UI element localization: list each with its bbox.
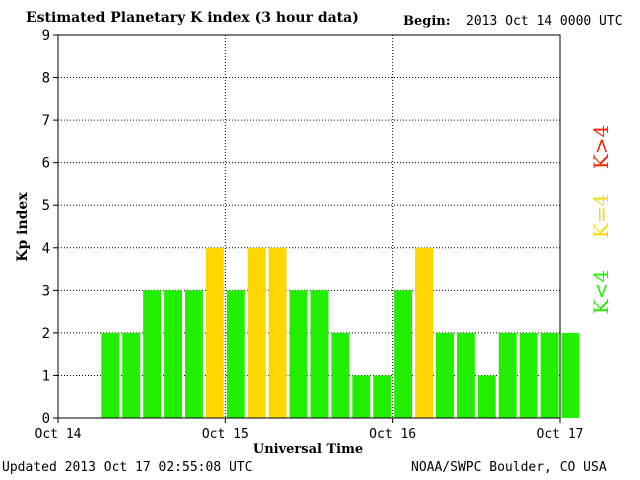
x-axis-label: Universal Time	[253, 442, 363, 457]
kp-bar	[247, 247, 266, 418]
kp-bar	[226, 290, 245, 418]
kp-bar	[352, 375, 371, 418]
kp-bar	[519, 332, 538, 418]
x-tick-label: Oct 15	[202, 427, 249, 442]
kp-bar	[436, 332, 454, 418]
y-axis-label: Kp index	[15, 192, 31, 262]
legend-equal: K=4	[589, 194, 613, 238]
kp-bar	[331, 332, 350, 418]
kp-bar	[122, 332, 141, 418]
kp-bar	[185, 290, 203, 418]
kp-bar	[310, 290, 329, 418]
y-tick-label: 8	[42, 71, 50, 87]
kp-bar	[101, 332, 120, 418]
kp-bar	[498, 332, 517, 418]
kp-bar	[268, 247, 287, 418]
updated-timestamp: Updated 2013 Oct 17 02:55:08 UTC	[2, 460, 253, 475]
begin-value: 2013 Oct 14 0000 UTC	[466, 14, 623, 29]
kp-bar	[373, 375, 392, 418]
y-tick-label: 4	[42, 241, 50, 257]
kp-bar	[205, 247, 224, 418]
y-tick-label: 5	[42, 198, 50, 214]
kp-bar	[143, 290, 162, 418]
y-tick-label: 9	[42, 28, 50, 44]
legend-above: K>4	[589, 125, 613, 169]
grid-lines	[58, 35, 560, 418]
y-tick-label: 0	[42, 411, 50, 427]
y-tick-label: 7	[42, 113, 50, 129]
credit-line: NOAA/SWPC Boulder, CO USA	[411, 460, 607, 475]
kp-bar	[415, 247, 433, 418]
y-tick-label: 3	[42, 283, 50, 299]
chart-title: Estimated Planetary K index (3 hour data…	[26, 10, 359, 26]
x-tick-label: Oct 14	[35, 427, 82, 442]
kp-bar	[289, 290, 308, 418]
begin-label: Begin:	[403, 14, 451, 29]
kp-bar	[477, 375, 496, 418]
y-tick-label: 2	[42, 326, 50, 342]
bars	[101, 247, 580, 418]
y-ticks: 0 1 2 3 4 5 6 7 8 9	[42, 28, 58, 427]
x-tick-label: Oct 17	[537, 427, 584, 442]
y-tick-label: 1	[42, 368, 50, 384]
y-tick-label: 6	[42, 156, 50, 172]
kp-bar	[540, 332, 559, 418]
kp-bar	[394, 290, 413, 418]
legend-below: K<4	[589, 270, 613, 314]
x-tick-label: Oct 16	[369, 427, 416, 442]
plot-frame	[57, 34, 561, 419]
kp-bar	[561, 332, 580, 418]
kp-bar	[164, 290, 182, 418]
kp-bar	[456, 332, 475, 418]
x-ticks: Oct 14 Oct 15 Oct 16 Oct 17	[35, 418, 584, 442]
